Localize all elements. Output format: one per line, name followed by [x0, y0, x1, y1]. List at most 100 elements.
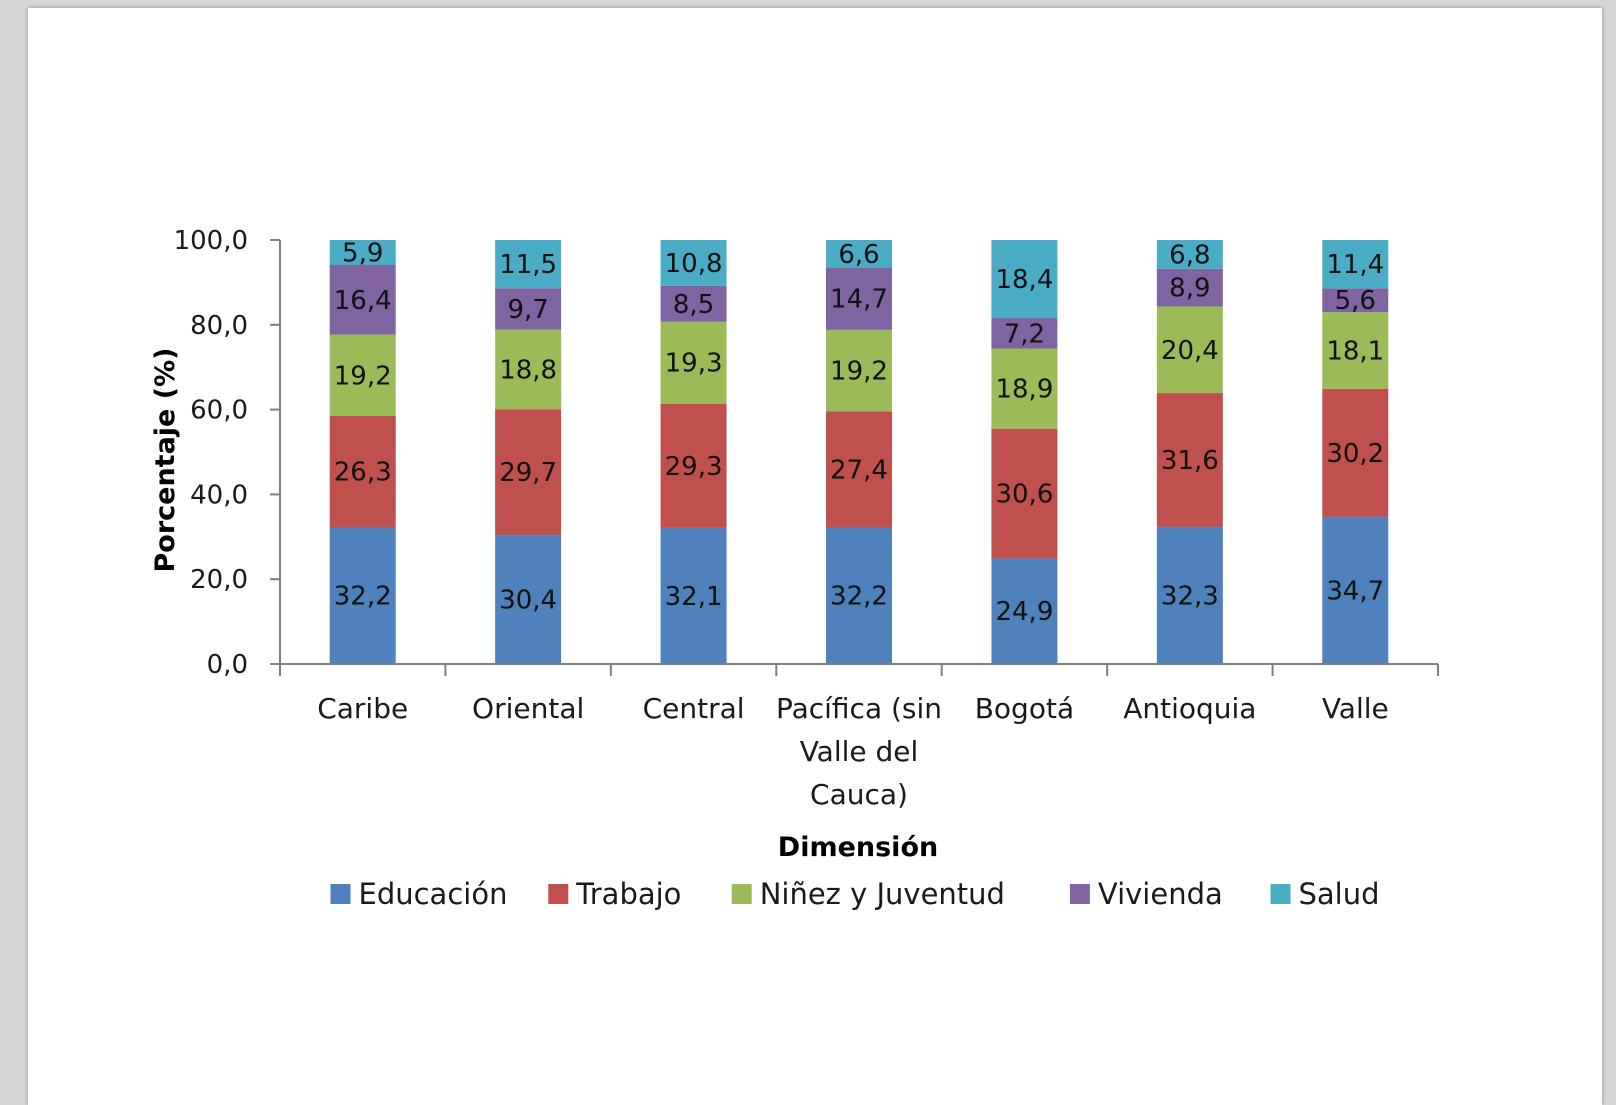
bar-segment-vivienda — [1322, 288, 1389, 313]
data-label: 32,2 — [830, 582, 888, 612]
data-label: 19,3 — [665, 349, 723, 379]
stacked-bar-chart: 32,2 26,3 19,2 16,4 5,9 30,4 29,7 18,8 9,7 11,5 32… — [150, 226, 1439, 911]
legend-label: Niñez y Juventud — [760, 877, 1005, 911]
data-label: 30,6 — [995, 480, 1053, 510]
x-axis-title: Dimensión — [778, 832, 938, 863]
x-category-labels: Caribe Oriental Central Pacífica (sin Valle … — [317, 692, 1389, 811]
x-category-label: Bogotá — [975, 692, 1074, 725]
bar-segment-salud — [495, 240, 562, 289]
data-label: 27,4 — [830, 455, 888, 485]
data-label: 20,4 — [1161, 336, 1219, 366]
legend-swatch-ni-ez-y-juventud — [731, 884, 752, 904]
data-label: 30,4 — [499, 586, 557, 616]
bar-segment-vivienda — [495, 288, 562, 330]
y-tick-label: 60,0 — [190, 396, 248, 426]
data-label: 32,1 — [665, 582, 723, 612]
data-label: 8,9 — [1169, 274, 1210, 304]
x-category-label: Caribe — [317, 692, 408, 725]
x-category-label: Valle — [1322, 692, 1389, 725]
data-label: 6,6 — [838, 240, 879, 270]
data-label: 18,4 — [995, 265, 1053, 295]
data-label: 18,8 — [499, 355, 557, 385]
legend-label: Vivienda — [1098, 877, 1223, 911]
data-label: 10,8 — [665, 249, 723, 279]
bar-segment-educaci-n — [1156, 527, 1223, 664]
bar-segment-salud — [826, 240, 892, 268]
bar-segment-educaci-n — [991, 558, 1058, 664]
bar-segment-salud — [329, 240, 396, 266]
bar-segment-salud — [991, 240, 1058, 319]
data-label: 29,7 — [499, 458, 557, 488]
data-label: 7,2 — [1004, 319, 1045, 349]
bar-segment-educaci-n — [1322, 516, 1389, 664]
bar-segment-trabajo — [826, 411, 892, 528]
data-label: 14,7 — [830, 285, 888, 315]
bar-segment-vivienda — [329, 265, 396, 335]
data-label: 19,2 — [830, 357, 888, 387]
bar-segment-educaci-n — [660, 527, 727, 664]
y-tick-label: 20,0 — [190, 565, 248, 595]
bar-segment-ni-ez-y-juventud — [1156, 306, 1223, 394]
bar-segment-salud — [660, 240, 727, 286]
y-axis-title: Porcentaje (%) — [150, 347, 181, 572]
bar-segments — [329, 240, 1389, 664]
data-label: 18,9 — [995, 375, 1053, 405]
data-label: 32,2 — [334, 582, 392, 612]
bar-segment-salud — [1322, 240, 1389, 289]
bar-segment-vivienda — [826, 267, 892, 330]
bar-segment-vivienda — [1156, 268, 1223, 307]
data-label: 6,8 — [1169, 240, 1210, 270]
data-label: 19,2 — [334, 361, 392, 391]
y-tick-label: 40,0 — [190, 480, 248, 510]
y-tick-label: 0,0 — [207, 650, 248, 680]
x-category-label: Oriental — [472, 692, 584, 725]
bar-segment-ni-ez-y-juventud — [329, 334, 396, 416]
bar-segment-ni-ez-y-juventud — [1322, 312, 1389, 389]
legend-swatch-salud — [1270, 884, 1291, 904]
bar-segment-ni-ez-y-juventud — [495, 329, 562, 410]
legend-label: Educación — [359, 877, 508, 911]
data-label: 31,6 — [1161, 446, 1219, 476]
data-label: 11,5 — [499, 250, 557, 280]
x-category-label: Pacífica (sin — [776, 692, 942, 725]
data-label: 29,3 — [665, 452, 723, 482]
bar-segment-ni-ez-y-juventud — [660, 321, 727, 404]
y-tick-labels: 0,0 20,0 40,0 60,0 80,0 100,0 — [174, 226, 248, 680]
bar-segment-ni-ez-y-juventud — [991, 348, 1058, 429]
y-tick-label: 100,0 — [174, 226, 248, 256]
data-label: 26,3 — [334, 458, 392, 488]
bar-segment-trabajo — [1156, 393, 1223, 528]
axes — [270, 239, 1439, 676]
data-label: 18,1 — [1326, 336, 1384, 366]
bar-segment-trabajo — [991, 428, 1058, 559]
legend: Educación Trabajo Niñez y Juventud Vivienda… — [330, 877, 1380, 911]
data-label: 16,4 — [334, 286, 392, 316]
data-label: 32,3 — [1161, 582, 1219, 612]
y-tick-label: 80,0 — [190, 311, 248, 341]
legend-swatch-educaci-n — [330, 884, 351, 904]
x-category-label: Central — [643, 692, 745, 725]
x-category-label: Antioquia — [1123, 692, 1256, 725]
document-page: 32,2 26,3 19,2 16,4 5,9 30,4 29,7 18,8 9,7 11,5 32… — [28, 8, 1602, 1105]
bar-segment-educaci-n — [495, 535, 562, 664]
bar-segment-vivienda — [991, 318, 1058, 349]
legend-swatch-vivienda — [1069, 884, 1090, 904]
bar-segment-trabajo — [1322, 388, 1389, 517]
data-label: 30,2 — [1326, 439, 1384, 469]
bar-segment-educaci-n — [329, 527, 396, 664]
legend-swatch-trabajo — [548, 884, 569, 904]
bar-segment-trabajo — [660, 403, 727, 528]
data-label: 8,5 — [673, 290, 714, 320]
data-label: 5,6 — [1335, 286, 1376, 316]
bar-segment-trabajo — [495, 409, 562, 536]
bar-segment-trabajo — [329, 415, 396, 528]
data-label: 11,4 — [1326, 250, 1384, 280]
x-category-label: Cauca) — [810, 778, 908, 811]
x-category-label: Valle del — [800, 735, 919, 768]
bar-segment-vivienda — [660, 285, 727, 322]
data-label: 34,7 — [1326, 576, 1384, 606]
data-label: 24,9 — [995, 597, 1053, 627]
bar-segment-salud — [1156, 240, 1223, 269]
data-label: 5,9 — [342, 239, 383, 269]
legend-label: Salud — [1299, 877, 1380, 911]
